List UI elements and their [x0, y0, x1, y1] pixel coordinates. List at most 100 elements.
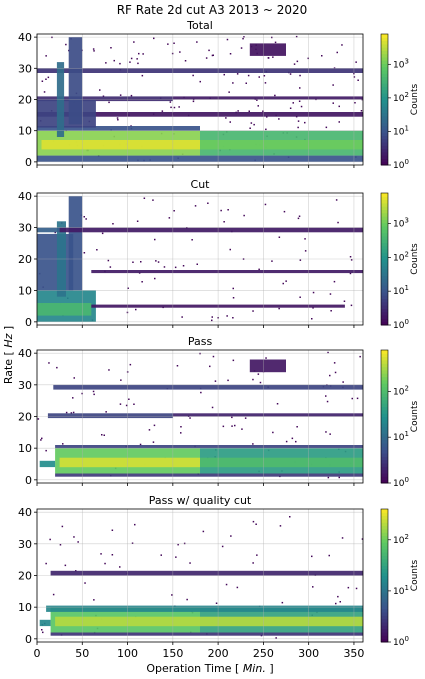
noise-cell	[93, 599, 95, 601]
noise-cell	[230, 535, 232, 537]
colorbar-segment	[381, 37, 388, 42]
colorbar-tick-exp: 3	[404, 57, 408, 65]
noise-cell	[354, 102, 356, 104]
grid	[36, 509, 363, 642]
colorbar-tick-label: 102	[393, 91, 409, 104]
noise-cell	[202, 530, 205, 533]
noise-cell	[229, 53, 232, 55]
x-axis-label-unit: Min.	[243, 662, 266, 675]
noise-cell	[196, 41, 198, 43]
noise-cell	[295, 440, 297, 443]
noise-cell	[258, 268, 260, 271]
noise-cell	[232, 82, 234, 84]
noise-cell	[299, 296, 301, 298]
colorbar-tick-label: 100	[393, 158, 409, 171]
noise-cell	[169, 101, 172, 103]
colorbar-segment	[381, 433, 388, 437]
colorbar-segment	[381, 376, 388, 381]
colorbar-segment	[381, 360, 388, 364]
colorbar-segment	[381, 426, 388, 431]
colorbar-tick-exp: 2	[404, 250, 408, 258]
noise-cell	[199, 80, 201, 83]
noise-cell	[45, 449, 47, 452]
noise-cell	[289, 516, 291, 518]
colorbar-segment	[381, 429, 388, 434]
heatmap-band-5	[53, 384, 364, 390]
colorbar-segment	[381, 222, 388, 227]
noise-cell	[72, 397, 74, 399]
noise-cell	[337, 595, 339, 598]
heatmap-band-10	[249, 359, 286, 373]
noise-cell	[134, 523, 136, 526]
noise-cell	[101, 232, 104, 235]
noise-cell	[65, 43, 67, 46]
panel-title: Pass	[188, 335, 213, 348]
colorbar-segment	[381, 443, 388, 447]
noise-cell	[48, 362, 50, 364]
noise-cell	[335, 199, 338, 201]
noise-cell	[227, 379, 229, 382]
noise-cell	[256, 554, 258, 556]
colorbar-segment	[381, 512, 388, 517]
noise-cell	[298, 100, 301, 102]
colorbar-segment	[381, 638, 388, 643]
noise-cell	[252, 520, 255, 523]
y-tick-label: 30	[18, 62, 32, 75]
colorbar-segment	[381, 565, 388, 570]
noise-cell	[45, 562, 47, 565]
noise-cell	[253, 123, 255, 126]
noise-cell	[92, 390, 95, 393]
noise-cell	[271, 260, 273, 262]
noise-cell	[174, 266, 177, 269]
colorbar-tick-label: 101	[393, 284, 409, 297]
noise-cell	[178, 106, 180, 108]
colorbar-segment	[381, 212, 388, 217]
noise-cell	[330, 310, 332, 312]
colorbar-segment	[381, 129, 388, 133]
colorbar-segment	[381, 226, 388, 230]
noise-cell	[236, 73, 239, 75]
colorbar-tick-exp: 1	[404, 124, 408, 132]
noise-cell	[326, 400, 329, 403]
colorbar-segment	[381, 216, 388, 220]
colorbar-segment	[381, 122, 388, 127]
noise-cell	[274, 94, 276, 97]
noise-cell	[275, 637, 277, 639]
noise-cell	[61, 525, 64, 528]
colorbar-segment	[381, 393, 388, 397]
noise-cell	[109, 266, 112, 268]
y-tick-label: 20	[18, 570, 32, 583]
colorbar-tick-base: 10	[393, 321, 405, 331]
noise-cell	[338, 105, 340, 108]
colorbar-segment	[381, 463, 388, 467]
noise-cell	[182, 265, 185, 267]
noise-cell	[252, 443, 254, 445]
colorbar-segment	[381, 373, 388, 378]
noise-cell	[289, 73, 292, 75]
colorbar-segment	[381, 47, 388, 51]
noise-cell	[297, 217, 300, 220]
noise-cell	[263, 75, 266, 77]
noise-cell	[256, 99, 258, 101]
noise-cell	[278, 118, 280, 120]
noise-cell	[139, 443, 142, 446]
noise-cell	[135, 308, 137, 311]
noise-cell	[347, 586, 350, 589]
colorbar-segment	[381, 43, 388, 48]
noise-cell	[72, 411, 75, 414]
colorbar-segment	[381, 612, 388, 616]
colorbar-label: Counts	[410, 83, 420, 115]
noise-cell	[59, 544, 62, 546]
noise-cell	[247, 74, 250, 77]
colorbar-segment	[381, 585, 388, 590]
noise-cell	[278, 236, 281, 238]
colorbar-segment	[381, 588, 388, 593]
noise-cell	[214, 380, 217, 382]
noise-cell	[343, 300, 346, 302]
noise-cell	[211, 54, 214, 57]
noise-cell	[65, 411, 68, 414]
noise-cell	[119, 94, 122, 96]
noise-cell	[125, 404, 128, 407]
